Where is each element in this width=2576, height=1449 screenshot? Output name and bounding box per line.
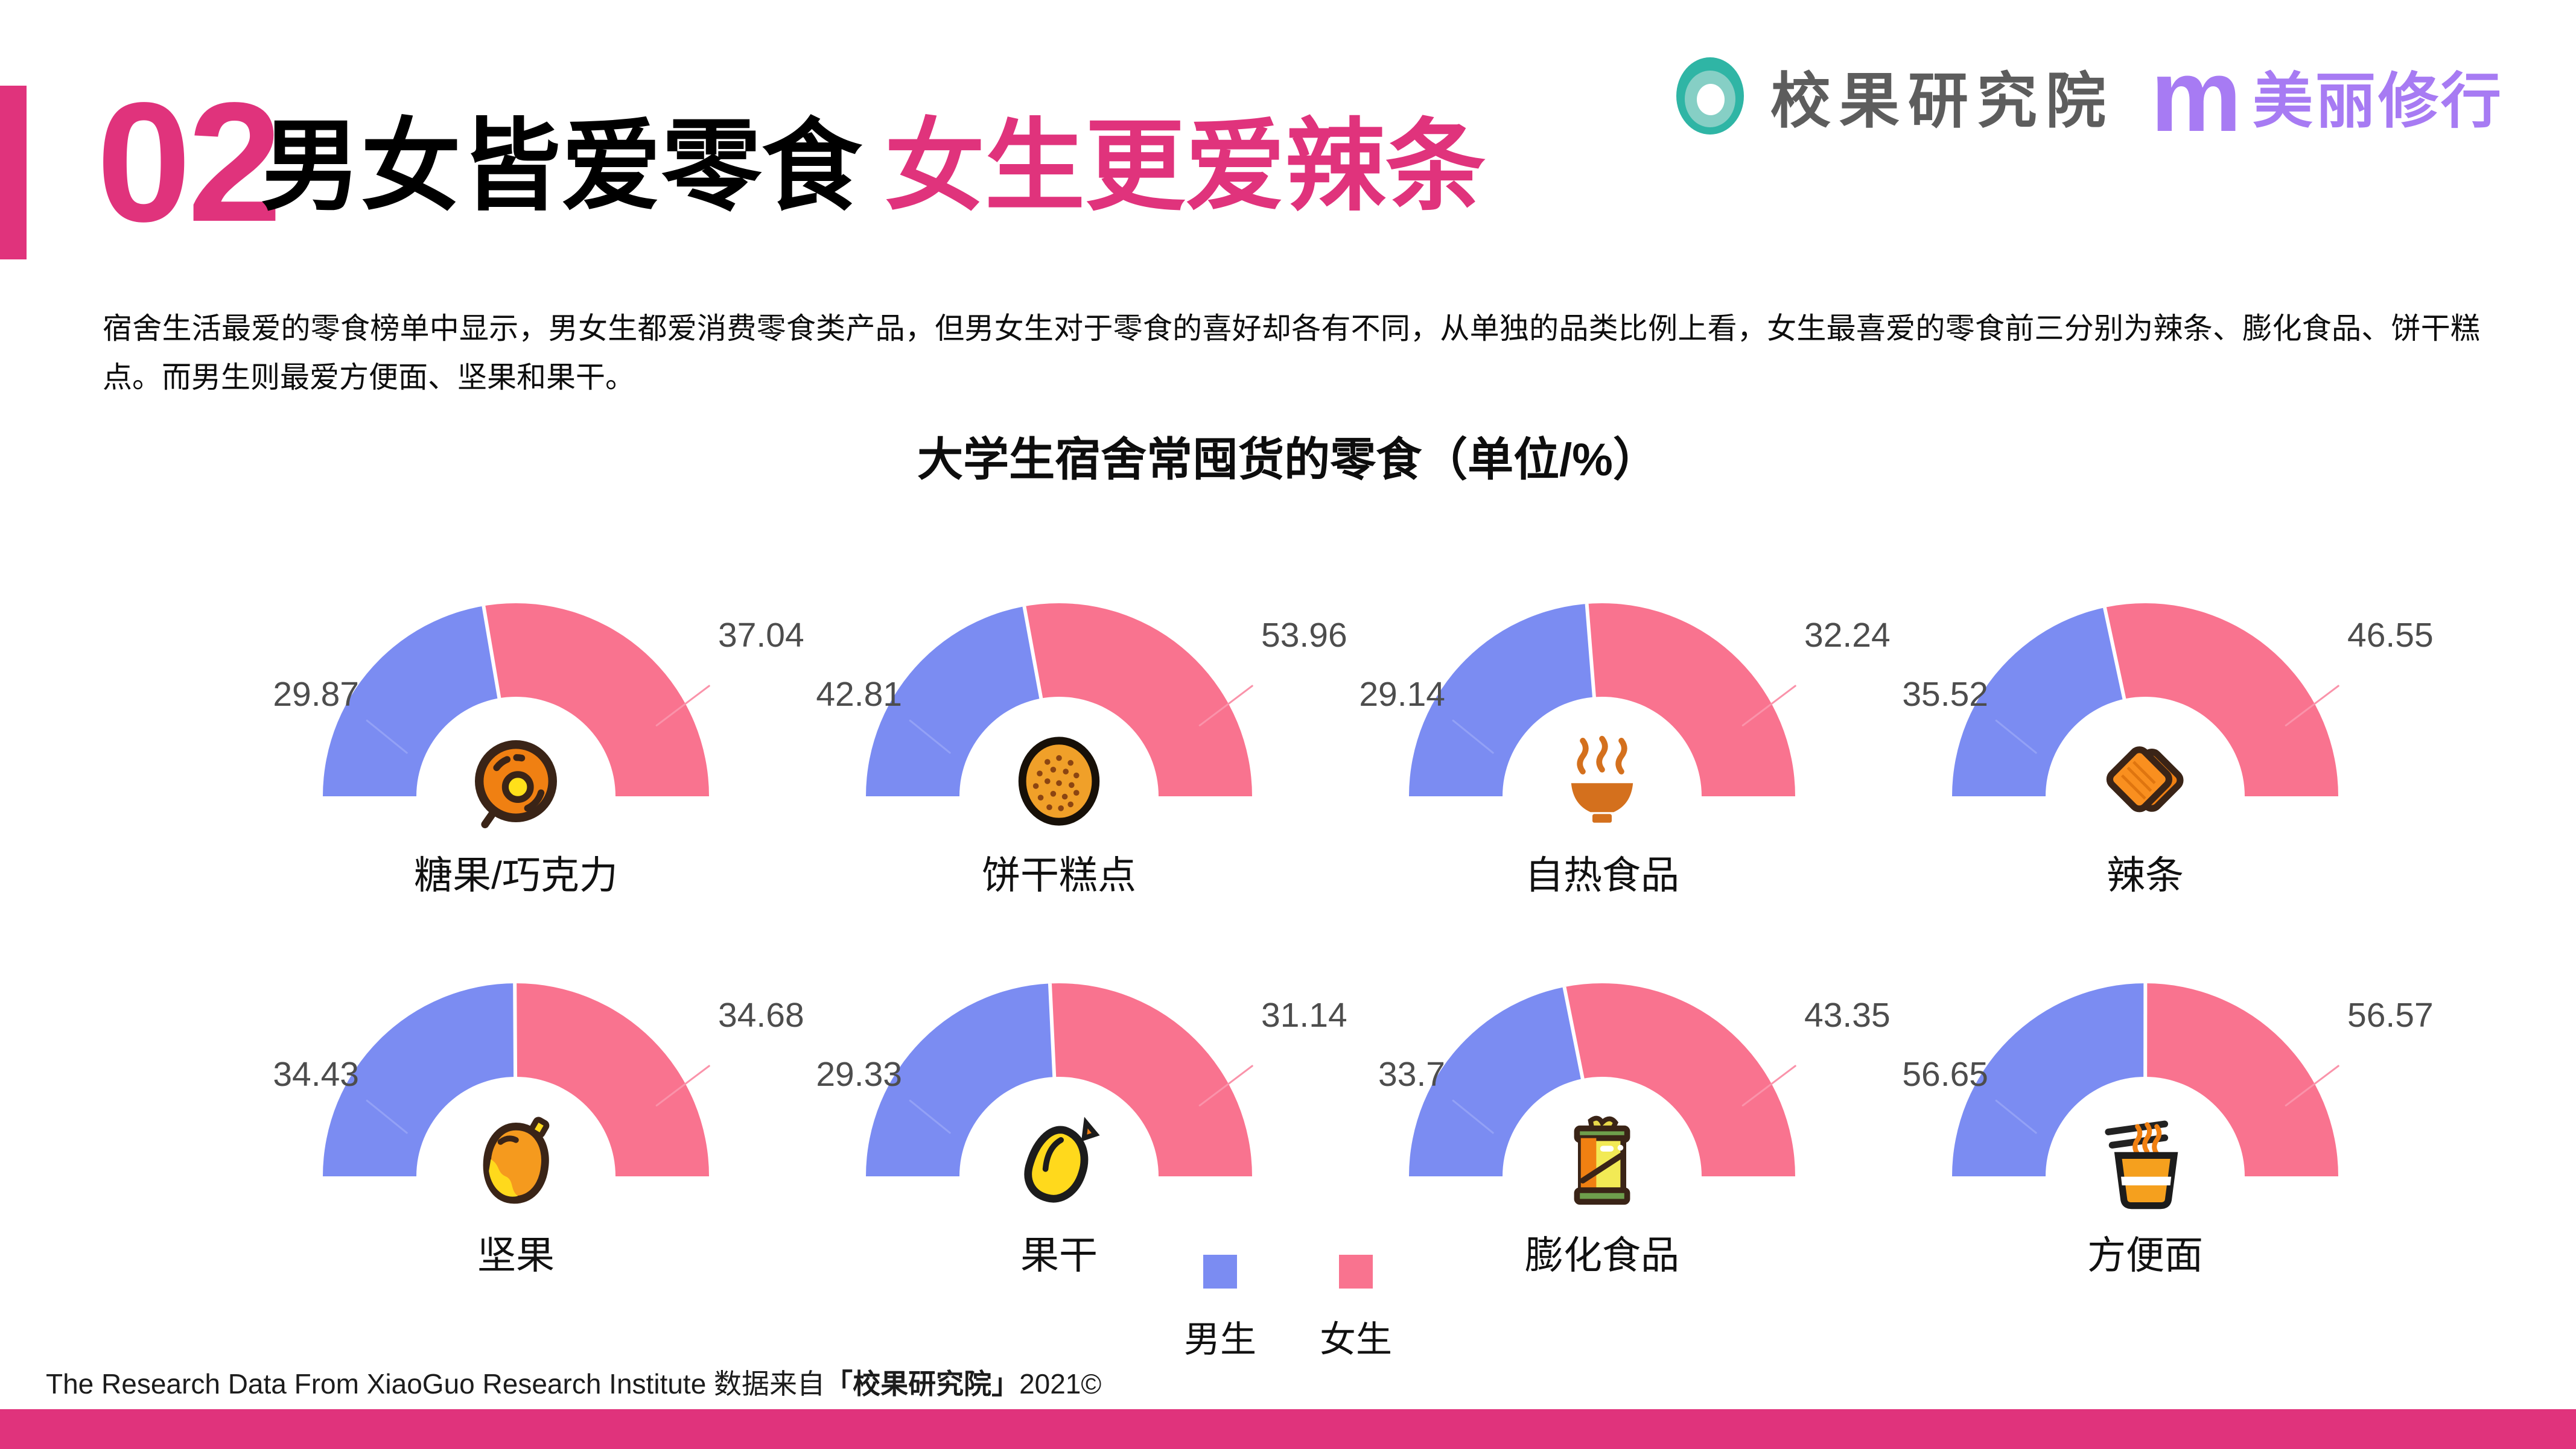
female-value: 53.96 xyxy=(1261,616,1347,655)
meili-logo-text: 美丽修行 xyxy=(2253,68,2504,135)
legend-item-female: 女生 xyxy=(1320,1255,1392,1363)
page-title: 男女皆爱零食 女生更爱辣条 xyxy=(261,110,1486,225)
meili-logo-m-icon: m xyxy=(2150,38,2242,153)
female-value: 56.57 xyxy=(2347,996,2434,1035)
male-value: 56.65 xyxy=(1902,1055,1988,1094)
male-value: 35.52 xyxy=(1902,675,1988,714)
xiaoguo-logo-text: 校果研究院 xyxy=(1770,68,2114,135)
source-note-suffix: 2021© xyxy=(1019,1368,1102,1400)
source-note-prefix: The Research Data From XiaoGuo Research … xyxy=(46,1368,825,1400)
female-value: 34.68 xyxy=(718,996,804,1035)
male-legend-swatch xyxy=(1203,1255,1237,1289)
female-legend-swatch xyxy=(1339,1255,1373,1289)
gauge-nuts: 34.43 34.68 坚果 xyxy=(208,959,824,1309)
male-value: 29.14 xyxy=(1359,675,1445,714)
snack-bag-icon xyxy=(1554,1113,1650,1210)
gauge-label: 自热食品 xyxy=(1525,854,1679,897)
gauge-label: 饼干糕点 xyxy=(982,854,1136,897)
noodle-cup-icon xyxy=(2097,1113,2193,1210)
gauge-biscuit-pastry: 42.81 53.96 饼干糕点 xyxy=(751,579,1367,929)
cookie-icon xyxy=(1011,733,1107,829)
female-value: 43.35 xyxy=(1804,996,1891,1035)
source-note-bold: 「校果研究院」 xyxy=(825,1368,1020,1400)
legend-item-male: 男生 xyxy=(1184,1255,1256,1363)
dried-fruit-icon xyxy=(1011,1113,1107,1210)
gauge-puffed-food: 33.7 43.35 膨化食品 xyxy=(1294,959,1910,1309)
bottom-accent-bar xyxy=(0,1409,2576,1449)
candy-icon xyxy=(468,733,564,829)
gauge-label: 方便面 xyxy=(2087,1234,2203,1277)
female-value: 37.04 xyxy=(718,616,804,655)
gauge-candy-chocolate: 29.87 37.04 糖果/巧克力 xyxy=(208,579,824,929)
page-title-black: 男女皆爱零食 xyxy=(261,111,862,223)
hot-bowl-icon xyxy=(1554,733,1650,829)
intro-paragraph: 宿舍生活最爱的零食榜单中显示，男女生都爱消费零食类产品，但男女生对于零食的喜好却… xyxy=(103,312,2480,394)
gauge-dried-fruit: 29.33 31.14 果干 xyxy=(751,959,1367,1309)
spicy-strips-icon xyxy=(2097,733,2193,829)
gauge-label: 糖果/巧克力 xyxy=(414,854,618,897)
nut-icon xyxy=(468,1113,564,1210)
page-title-pink: 女生更爱辣条 xyxy=(885,111,1486,223)
male-value: 42.81 xyxy=(816,675,902,714)
male-value: 29.33 xyxy=(816,1055,902,1094)
gauge-label: 辣条 xyxy=(2107,854,2184,897)
section-number: 02 xyxy=(97,67,282,257)
source-note: The Research Data From XiaoGuo Research … xyxy=(46,1362,1101,1402)
logo-group: 校果研究院 m 美丽修行 xyxy=(1676,38,2504,153)
male-value: 34.43 xyxy=(273,1055,359,1094)
xiaoguo-logo-hole xyxy=(1696,83,1725,115)
male-legend-label: 男生 xyxy=(1184,1319,1256,1360)
female-legend-label: 女生 xyxy=(1320,1319,1392,1360)
female-value: 31.14 xyxy=(1261,996,1347,1035)
gauge-self-heating-food: 29.14 32.24 自热食品 xyxy=(1294,579,1910,929)
female-value: 46.55 xyxy=(2347,616,2434,655)
male-value: 29.87 xyxy=(273,675,359,714)
chart-legend: 男生 女生 xyxy=(0,1255,2576,1363)
gauge-label: 果干 xyxy=(1020,1234,1098,1277)
gauge-label: 膨化食品 xyxy=(1525,1234,1679,1277)
gauge-label: 坚果 xyxy=(477,1234,555,1277)
gauge-instant-noodles: 56.65 56.57 方便面 xyxy=(1837,959,2453,1309)
xiaoguo-logo-icon xyxy=(1676,57,1744,135)
gauge-spicy-strips: 35.52 46.55 辣条 xyxy=(1837,579,2453,929)
chart-title: 大学生宿舍常囤货的零食（单位/%） xyxy=(917,434,1659,486)
left-accent-bar xyxy=(0,86,27,259)
male-value: 33.7 xyxy=(1378,1055,1445,1094)
female-value: 32.24 xyxy=(1804,616,1891,655)
